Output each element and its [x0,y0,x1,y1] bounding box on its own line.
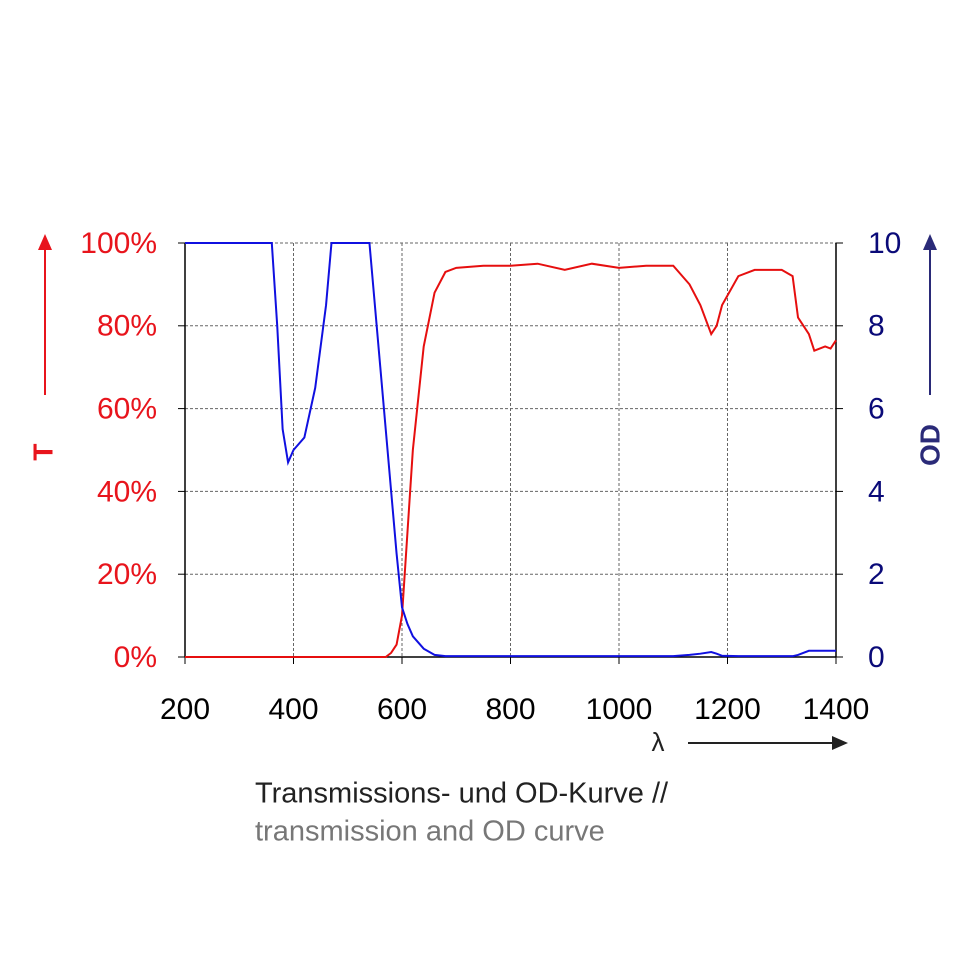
y-tick-label: 80% [97,310,157,343]
series-line [185,262,837,658]
y-tick-label: 100% [80,227,157,260]
y2-axis-label: OD [914,424,945,466]
y-tick-label: 40% [97,475,157,508]
caption-title: Transmissions- und OD-Kurve // [255,778,669,810]
x-arrow-head [832,736,848,750]
y2-tick-label: 4 [868,475,885,508]
y2-arrow-head [923,234,937,250]
x-tick-label: 1000 [586,693,653,726]
caption-subtitle: transmission and OD curve [255,816,605,848]
x-axis-label: λ [652,727,665,757]
y2-tick-label: 6 [868,393,885,426]
x-tick-label: 1200 [694,693,761,726]
series-line [185,242,836,658]
x-tick-label: 800 [485,693,535,726]
y-axis-label: T [27,443,58,460]
y-tick-label: 60% [97,393,157,426]
x-tick-label: 1400 [803,693,870,726]
y-tick-label: 0% [114,641,157,674]
x-tick-label: 600 [377,693,427,726]
x-tick-label: 200 [160,693,210,726]
y2-tick-label: 10 [868,227,901,260]
y-tick-label: 20% [97,558,157,591]
y2-tick-label: 0 [868,641,885,674]
y2-tick-label: 8 [868,310,885,343]
y2-tick-label: 2 [868,558,885,591]
x-tick-label: 400 [268,693,318,726]
y-arrow-head [38,234,52,250]
